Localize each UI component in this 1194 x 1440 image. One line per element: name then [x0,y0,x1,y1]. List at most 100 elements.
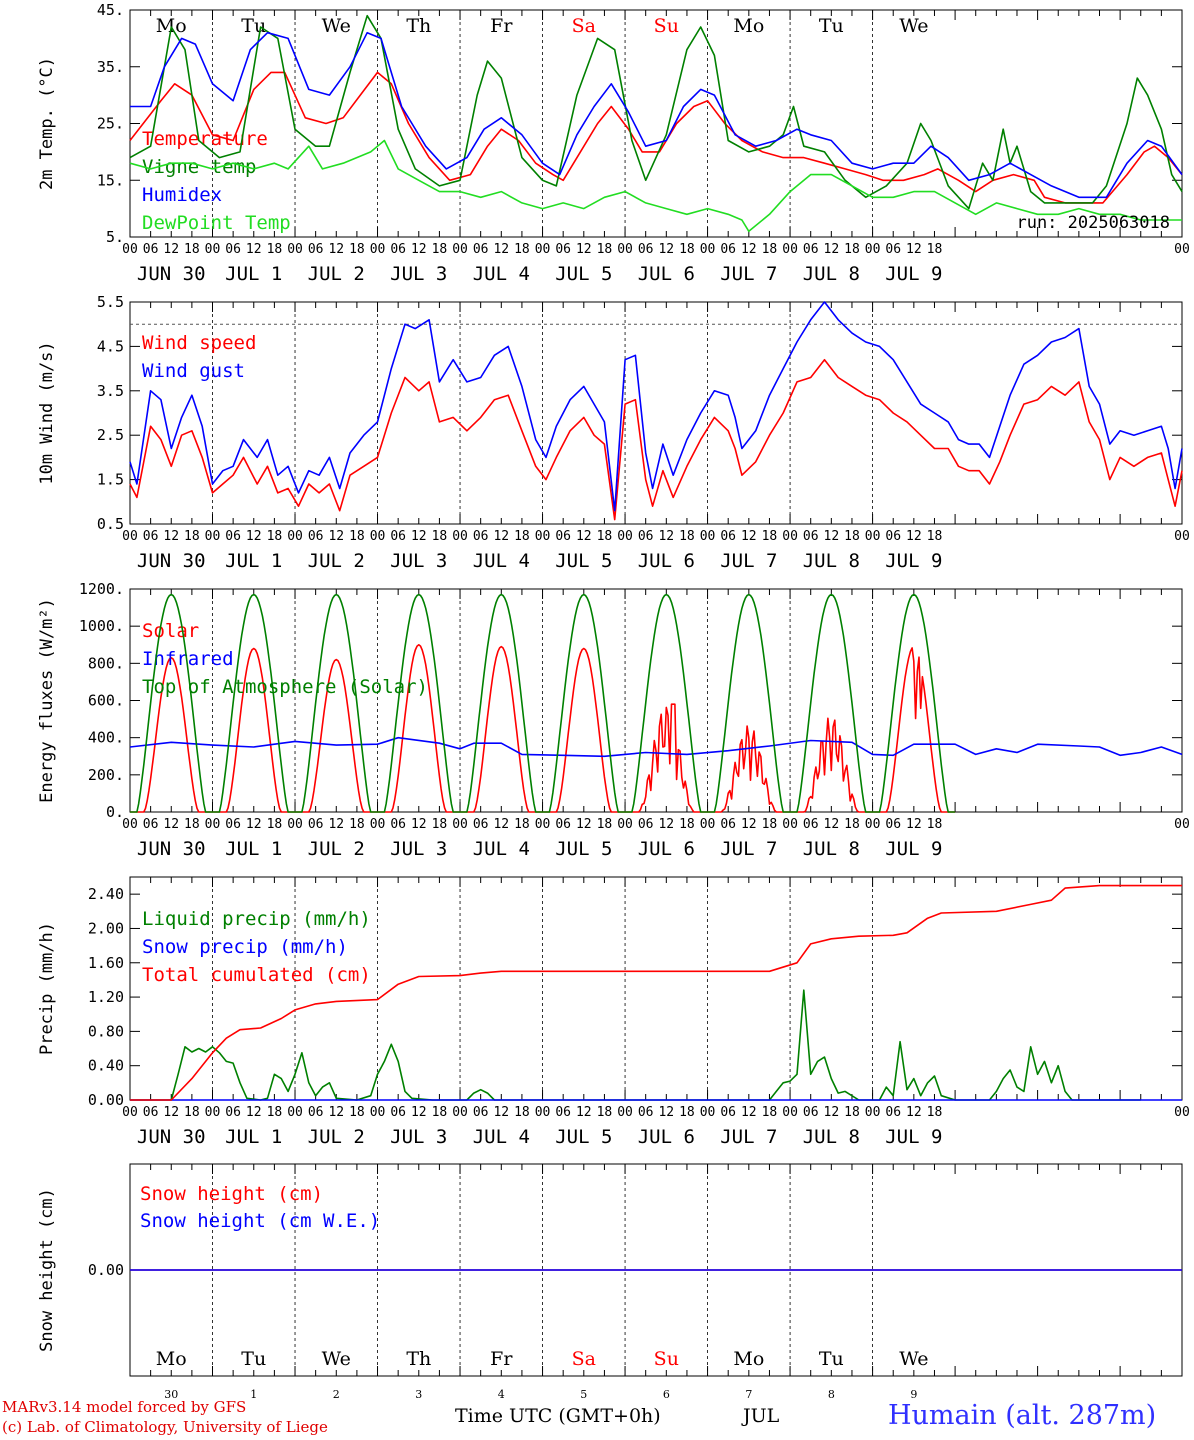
weekday-label: Su [654,1348,679,1370]
credit-line-2: (c) Lab. of Climatology, University of L… [2,1418,328,1436]
hour-tick-label: 12 [658,529,674,544]
hour-tick-label: 00 [1174,1105,1190,1120]
hour-tick-label: 12 [493,529,509,544]
hour-tick-label: 00 [205,529,221,544]
series-line-temperature [129,71,1183,204]
hour-tick-label: 18 [184,817,200,832]
date-label: JUL 3 [390,838,447,860]
hour-tick-label: 00 [122,529,138,544]
hour-tick-label: 06 [555,1105,571,1120]
date-label: JUL 7 [720,1126,777,1148]
date-label: JUL 3 [390,550,447,572]
weekday-label: Sa [572,1348,596,1370]
hour-tick-label: 18 [267,1105,283,1120]
hour-tick-label: 06 [308,242,324,257]
date-label: JUL 5 [555,1126,612,1148]
legend-top-of-atmosphere-solar-: Top of Atmosphere (Solar) [142,676,428,698]
date-label: JUL 9 [885,1126,942,1148]
hour-tick-label: 18 [679,242,695,257]
hour-tick-label: 12 [493,242,509,257]
hour-tick-label: 12 [576,242,592,257]
date-label: JUL 5 [555,263,612,285]
hour-tick-label: 12 [741,1105,757,1120]
date-label: JUL 2 [308,838,365,860]
y-tick-label: 45. [97,1,124,19]
series-line-top-of-atmosphere-solar- [130,593,956,813]
hour-tick-label: 00 [782,817,798,832]
hour-tick-label: 06 [225,242,241,257]
day-number-label: 1 [250,1388,257,1401]
weekday-label: Tu [241,1348,266,1370]
hour-tick-label: 18 [844,529,860,544]
y-axis-label: Energy fluxes (W/m²) [37,598,57,803]
hour-tick-label: 00 [287,242,303,257]
hour-tick-label: 12 [824,242,840,257]
hour-tick-label: 12 [741,529,757,544]
hour-tick-label: 06 [803,1105,819,1120]
hour-tick-label: 18 [844,1105,860,1120]
hour-tick-label: 06 [390,817,406,832]
y-tick-label: 1000. [79,617,124,635]
hour-tick-label: 00 [782,242,798,257]
weekday-label: We [322,1348,351,1370]
hour-tick-label: 18 [267,817,283,832]
hour-tick-label: 18 [349,242,365,257]
hour-tick-label: 18 [597,817,613,832]
panel-frame [129,9,1183,238]
hour-tick-label: 00 [205,817,221,832]
hour-tick-label: 00 [287,1105,303,1120]
hour-tick-label: 00 [700,242,716,257]
hour-tick-label: 00 [452,1105,468,1120]
hour-tick-label: 00 [122,817,138,832]
hour-tick-label: 18 [762,1105,778,1120]
hour-tick-label: 12 [493,817,509,832]
hour-tick-label: 00 [205,1105,221,1120]
hour-tick-label: 06 [885,242,901,257]
hour-tick-label: 00 [535,242,551,257]
date-label: JUL 6 [638,838,695,860]
hour-tick-label: 06 [473,817,489,832]
hour-tick-label: 12 [328,529,344,544]
weekday-label: Tu [819,15,844,37]
date-label: JUL 4 [473,838,530,860]
y-tick-label: 0.00 [88,1261,124,1279]
y-tick-label: 2.5 [97,426,124,444]
y-tick-label: 5.5 [97,293,124,311]
y-tick-label: 400. [88,729,124,747]
hour-tick-label: 18 [679,817,695,832]
y-tick-label: 4.5 [97,337,124,355]
hour-tick-label: 12 [658,242,674,257]
weekday-label: Su [654,15,679,37]
legend-temperature: Temperature [142,128,268,150]
hour-tick-label: 00 [122,242,138,257]
credit-line-1: MARv3.14 model forced by GFS [2,1398,247,1416]
hour-tick-label: 12 [493,1105,509,1120]
hour-tick-label: 00 [1174,529,1190,544]
hour-tick-label: 00 [782,1105,798,1120]
hour-tick-label: 00 [205,242,221,257]
hour-tick-label: 18 [184,1105,200,1120]
legend-snow-height-cm-w-e-: Snow height (cm W.E.) [140,1210,380,1232]
date-label: JUL 8 [803,838,860,860]
y-tick-label: 2.40 [88,885,124,903]
series-line-humidex [130,31,1183,199]
hour-tick-label: 18 [349,1105,365,1120]
hour-tick-label: 12 [906,817,922,832]
y-tick-label: 5. [106,228,124,246]
series-line-total-cumulated-cm- [130,884,1182,1101]
legend-humidex: Humidex [142,184,222,206]
y-tick-label: 200. [88,766,124,784]
hour-tick-label: 00 [370,817,386,832]
hour-tick-label: 12 [328,242,344,257]
hour-tick-label: 00 [617,1105,633,1120]
date-label: JUN 30 [137,1126,206,1148]
hour-tick-label: 12 [576,1105,592,1120]
y-tick-label: 3.5 [97,382,124,400]
date-label: JUL 9 [885,838,942,860]
hour-tick-label: 18 [762,242,778,257]
y-axis-label: Snow height (cm) [37,1188,57,1352]
weekday-label: Sa [572,15,596,37]
hour-tick-label: 12 [163,1105,179,1120]
hour-tick-label: 18 [762,529,778,544]
hour-tick-label: 06 [638,242,654,257]
